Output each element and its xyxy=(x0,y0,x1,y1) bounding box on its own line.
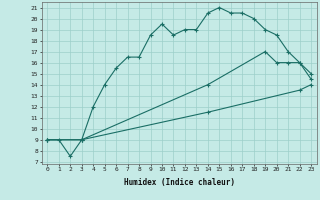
X-axis label: Humidex (Indice chaleur): Humidex (Indice chaleur) xyxy=(124,178,235,187)
